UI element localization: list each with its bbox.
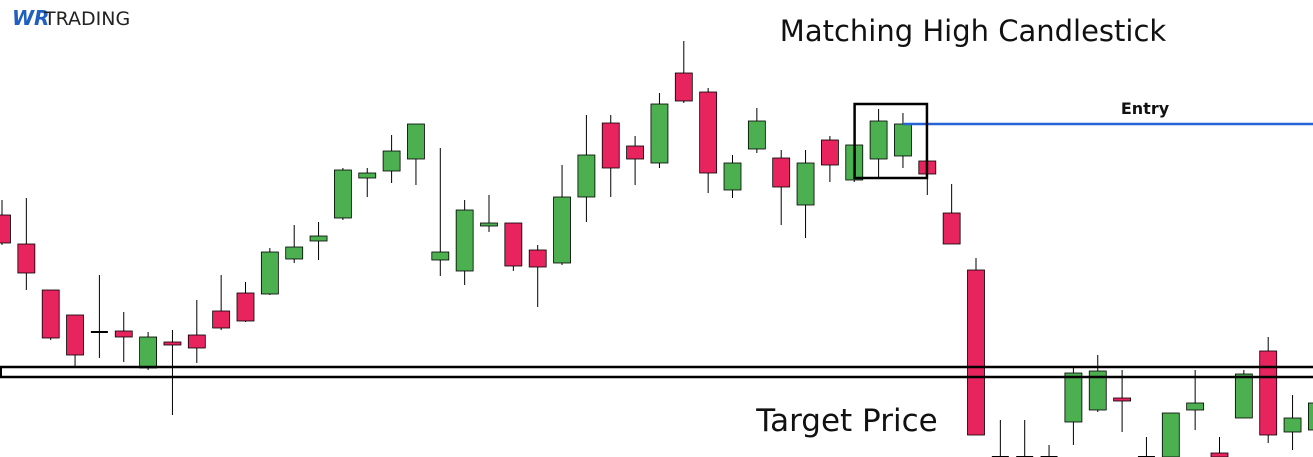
- candle-body: [626, 145, 644, 160]
- candle-body: [601, 122, 620, 169]
- candle-body: [1234, 373, 1253, 419]
- candle-body: [333, 169, 352, 219]
- candle-body: [382, 150, 401, 172]
- candle-body: [0, 214, 11, 244]
- candle-body: [772, 157, 791, 188]
- candle-body: [796, 162, 815, 206]
- candle-body: [942, 212, 961, 245]
- candle-body: [480, 222, 498, 227]
- candle-body: [894, 123, 912, 157]
- candle-body: [869, 120, 888, 160]
- candle-body: [66, 314, 84, 356]
- candle-body: [821, 139, 839, 166]
- candle-body: [1308, 402, 1313, 431]
- candle-body: [407, 123, 425, 160]
- highlight-box: [853, 102, 929, 180]
- candle-body: [455, 209, 474, 272]
- candle-body: [699, 91, 718, 174]
- candle-body: [528, 249, 547, 268]
- candle-body: [163, 341, 182, 346]
- candle-body: [967, 269, 985, 436]
- candle-body: [723, 162, 742, 191]
- candle-body: [1186, 402, 1205, 411]
- logo-mark: WR: [12, 6, 49, 30]
- candle-body: [139, 336, 158, 369]
- entry-label: Entry: [1121, 99, 1170, 118]
- candle-body: [1210, 452, 1229, 457]
- candle-body: [41, 289, 60, 339]
- candle-body: [260, 251, 279, 295]
- candle-body: [650, 103, 669, 164]
- candle-body: [674, 72, 693, 102]
- candle-body: [114, 330, 133, 338]
- candle-body: [236, 292, 255, 322]
- target-label: Target Price: [755, 403, 937, 439]
- candle-body: [1088, 370, 1107, 411]
- candle-body: [285, 246, 304, 260]
- candle-body: [17, 243, 36, 274]
- logo-text: TRADING: [43, 8, 130, 30]
- candle-body: [1259, 350, 1278, 436]
- candle-body: [553, 196, 571, 264]
- candle-body: [358, 172, 377, 179]
- candle-body: [1064, 372, 1083, 423]
- candle-body: [577, 154, 596, 198]
- candle-body: [212, 310, 231, 329]
- candle-body: [747, 120, 766, 150]
- candle-body: [187, 334, 206, 349]
- candle-body: [1113, 397, 1131, 402]
- candle-body: [504, 222, 523, 267]
- candle-body: [1161, 412, 1180, 457]
- candle-body: [309, 235, 328, 242]
- candle-body: [1283, 417, 1302, 433]
- candle-body: [431, 251, 450, 261]
- chart-title: Matching High Candlestick: [780, 14, 1167, 48]
